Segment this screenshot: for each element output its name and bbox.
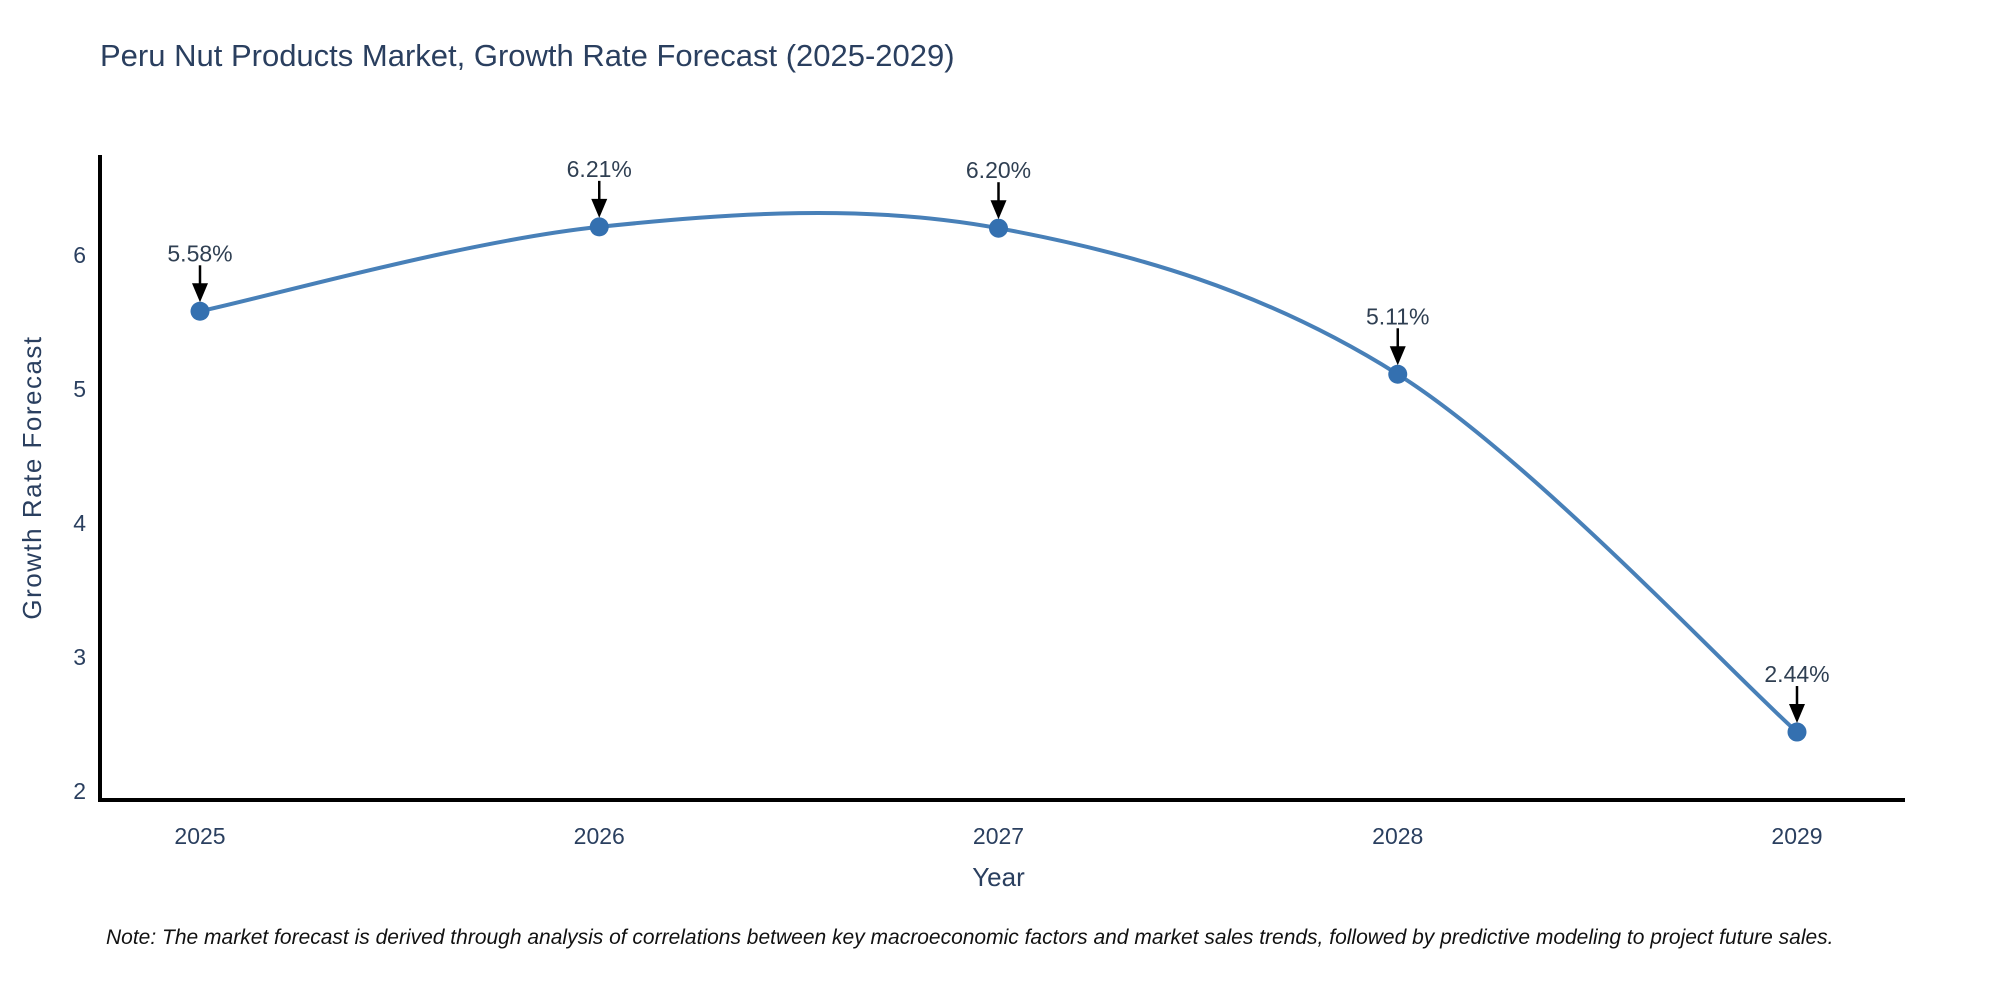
footnote: Note: The market forecast is derived thr… <box>106 926 1834 949</box>
x-tick-label: 2025 <box>174 823 225 849</box>
data-point-2025 <box>190 301 210 321</box>
y-tick-label: 2 <box>73 778 86 804</box>
x-axis-title: Year <box>972 862 1025 892</box>
annotation-label: 6.20% <box>966 157 1031 183</box>
x-tick-label: 2026 <box>574 823 625 849</box>
annotation-arrow-head <box>192 283 208 303</box>
x-tick-label: 2028 <box>1372 823 1423 849</box>
y-tick-label: 3 <box>73 644 86 670</box>
data-point-2029 <box>1787 722 1807 742</box>
y-tick-label: 6 <box>73 242 86 268</box>
chart-title: Peru Nut Products Market, Growth Rate Fo… <box>100 38 955 73</box>
y-tick-label: 4 <box>73 510 86 536</box>
y-tick-label: 5 <box>73 376 86 402</box>
x-tick-label: 2027 <box>973 823 1024 849</box>
annotation-label: 5.11% <box>1366 303 1430 329</box>
annotation-arrow-head <box>591 198 608 218</box>
annotation-label: 5.58% <box>167 240 232 266</box>
series-line <box>198 210 1799 735</box>
annotation-arrow-head <box>1389 346 1406 366</box>
x-tick-label: 2029 <box>1771 823 1822 849</box>
data-point-2026 <box>589 217 609 237</box>
y-axis-title: Growth Rate Forecast <box>17 335 47 619</box>
data-point-2028 <box>1388 364 1408 384</box>
annotation-arrow-head <box>1789 704 1805 724</box>
annotation-arrow-head <box>990 200 1007 220</box>
annotation-label: 2.44% <box>1764 661 1829 687</box>
annotation-label: 6.21% <box>567 156 632 182</box>
data-point-2027 <box>989 218 1008 238</box>
